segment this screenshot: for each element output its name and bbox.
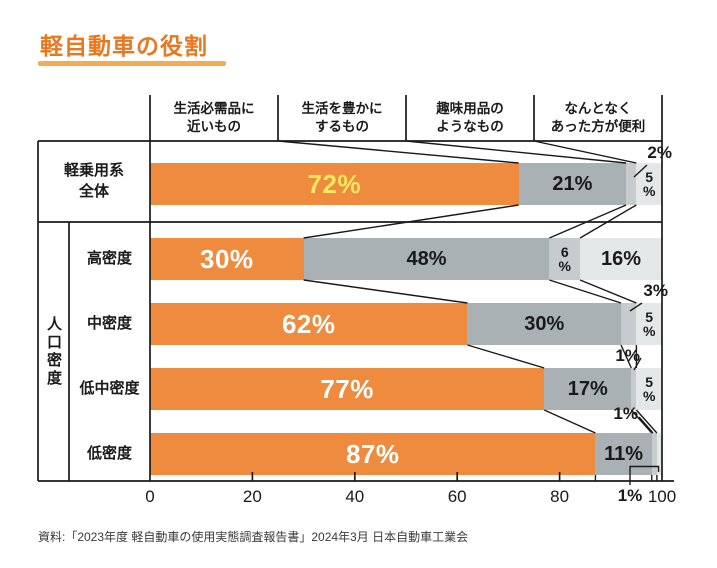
row-label-2: 中密度 [86,314,132,332]
bar-segment-r0-s3: 5 % [636,163,662,205]
value-label: 30% [524,312,565,335]
row-label-4: 低密度 [86,444,132,462]
bar-segment-r2-s3: 5 % [636,303,662,345]
x-tick-label-20: 20 [242,487,262,506]
bar-segment-r0-s1: 21% [518,163,627,205]
value-label: 16% [601,247,642,270]
bar-segment-r3-s3: 5 % [636,368,662,410]
value-label: 11% [604,442,644,465]
value-label: 17% [567,377,608,400]
value-label: 5 % [642,169,656,199]
x-tick-label-0: 0 [145,487,155,506]
value-callout-r0-s2: 2% [647,143,672,162]
source-note: 資料:「2023年度 軽自動車の使用実態調査報告書」2024年3月 日本自動車工… [38,530,469,544]
value-label: 87% [345,438,400,469]
page-title: 軽自動車の役割 [40,33,208,59]
x-tick-label-100: 100 [647,487,677,506]
bar-segment-r2-s0: 62% [150,303,468,345]
bar-segment-r4-s1: 11% [595,433,652,475]
column-header-2: 趣味用品の ようなもの [436,100,504,134]
group-label: 人口密度 [45,315,62,388]
x-tick-label-40: 40 [345,487,365,506]
value-label: 30% [200,243,254,274]
value-callout-r3-s2: 1% [615,346,640,365]
value-label: 48% [406,247,447,270]
bar-segment-r3-s0: 77% [150,368,545,410]
row-label-3: 低中密度 [79,379,140,397]
bar-segment-r1-s3: 16% [580,238,662,280]
x-tick-label-60: 60 [447,487,467,506]
column-header-0: 生活必需品に 近いもの [173,100,255,134]
bar-segment-r1-s2: 6 % [549,238,581,280]
bar-segment-r4-s3 [656,433,662,475]
column-header-1: 生活を豊かに するもの [301,100,383,134]
row-label-0: 軽乗用系 全体 [63,162,124,200]
bar-segment-r0-s2 [626,163,637,205]
value-label: 72% [307,168,362,199]
value-callout-r4-s2: 1% [613,404,638,423]
value-label: 21% [552,172,593,195]
value-label: 6 % [558,244,571,274]
value-label: 5 % [642,374,656,404]
row-label-1: 高密度 [86,249,132,267]
value-label: 77% [320,373,374,404]
title-underline [38,61,226,66]
bar-segment-r2-s1: 30% [467,303,622,345]
bar-segment-r0-s0: 72% [150,163,519,205]
column-header-3: なんとなく あった方が便利 [550,100,646,134]
value-label: 62% [281,308,336,339]
bar-segment-r1-s1: 48% [303,238,550,280]
bar-segment-r1-s0: 30% [150,238,304,280]
bar-segment-r4-s0: 87% [150,433,596,475]
value-callout-r2-s2: 3% [643,281,668,300]
value-callout-r4-s3: 1% [617,486,643,505]
value-label: 5 % [642,309,656,339]
x-tick-label-80: 80 [550,487,570,506]
bar-segment-r2-s2 [621,303,637,345]
